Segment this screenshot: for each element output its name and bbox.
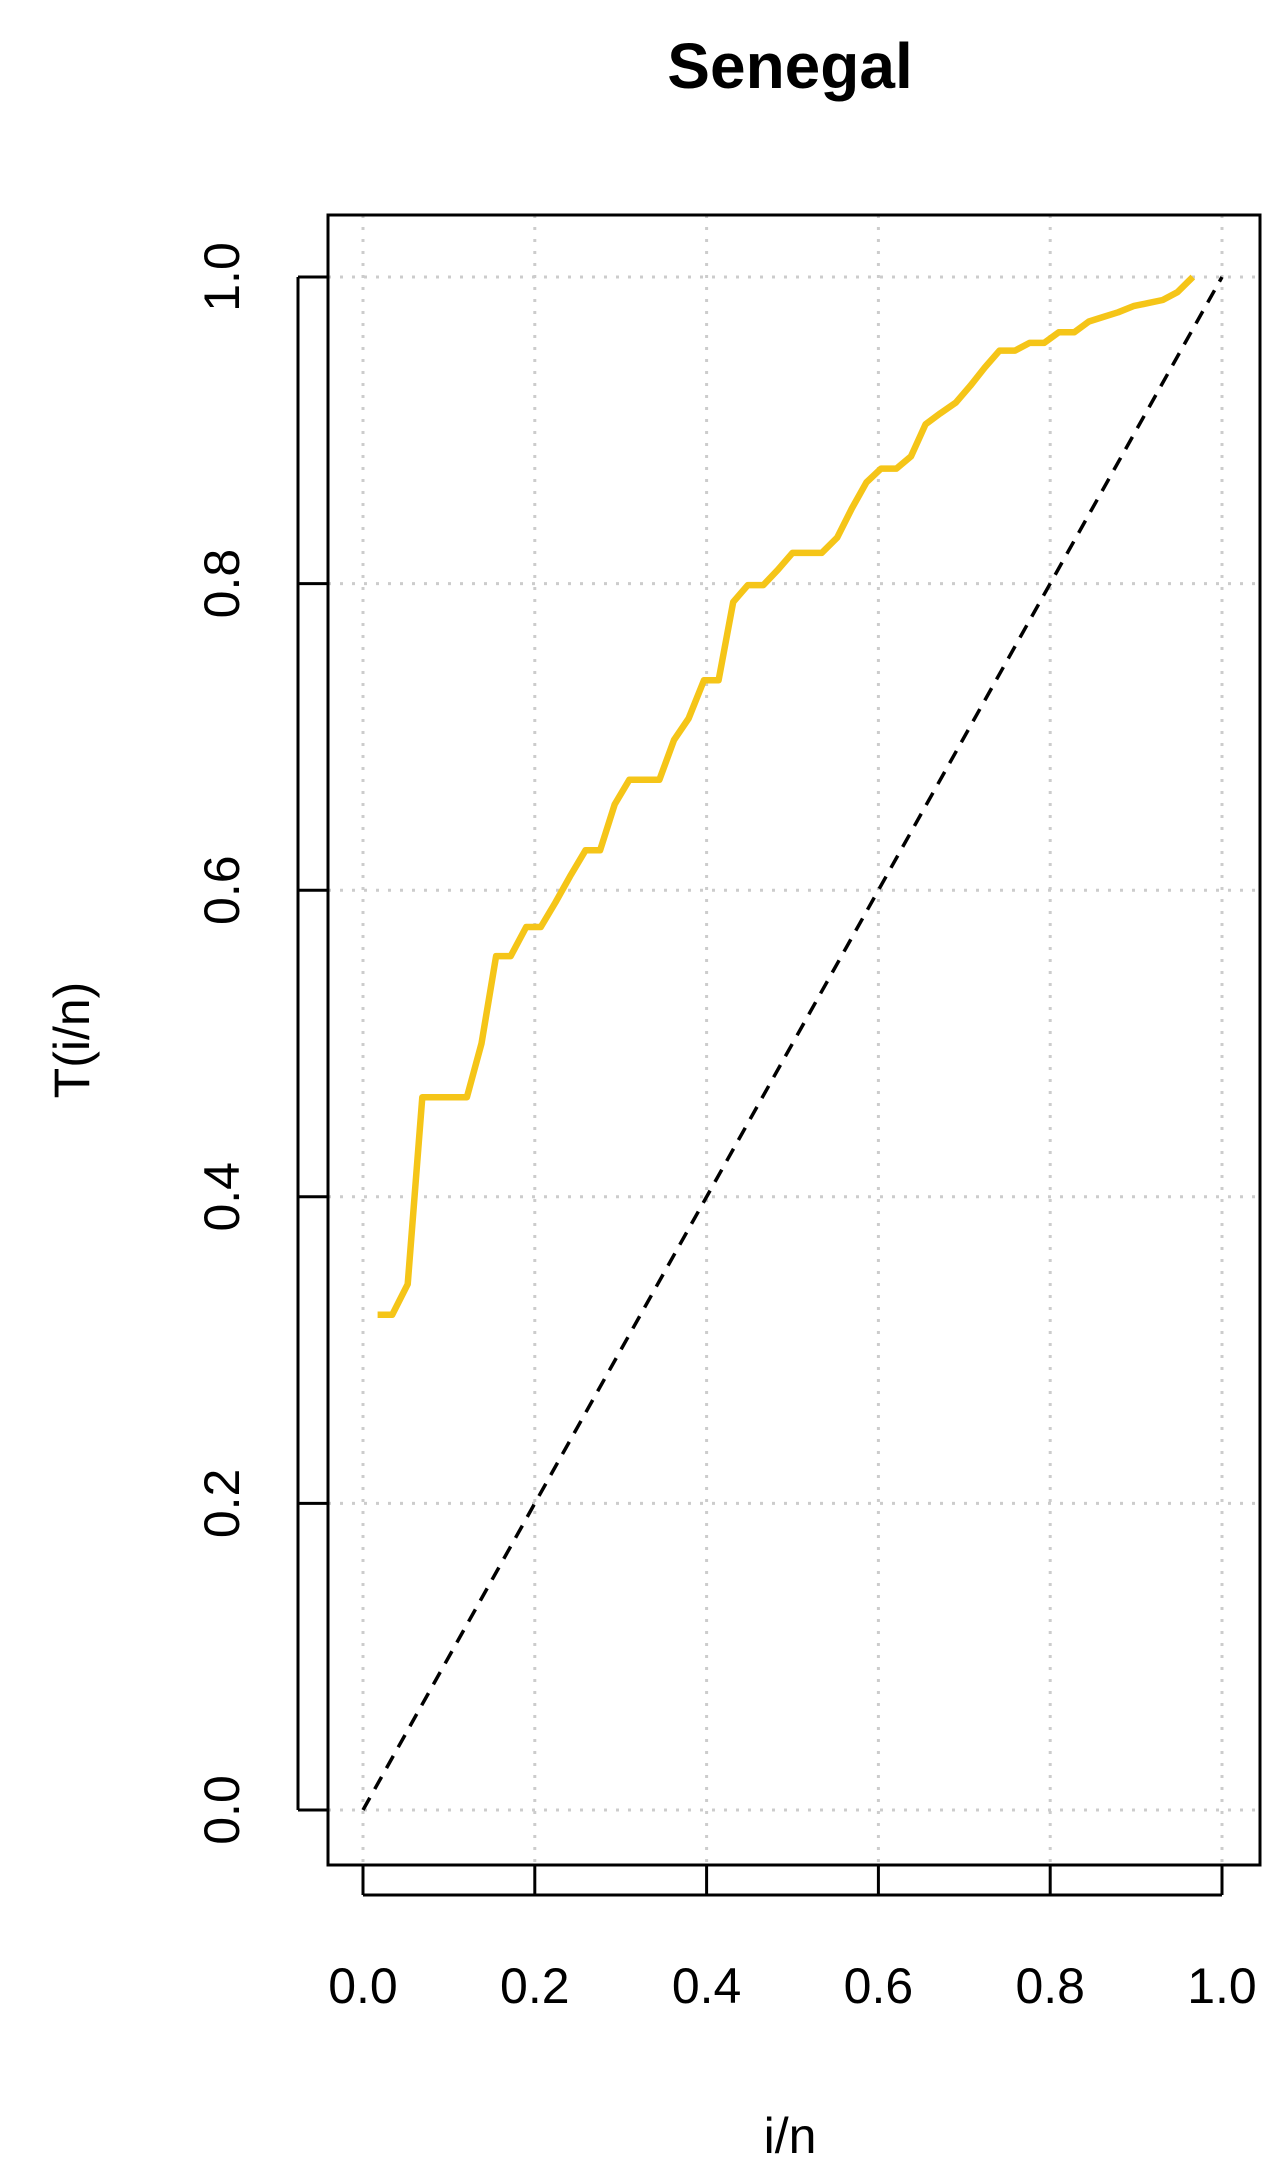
chart-title: Senegal [667, 30, 912, 102]
reference-diagonal-line [361, 276, 1224, 1811]
x-tick-label: 0.8 [1015, 1958, 1085, 2014]
grid [328, 215, 1260, 1865]
x-tick-label: 1.0 [1187, 1958, 1257, 2014]
x-tick-label: 0.0 [328, 1958, 398, 2014]
plot-frame [326, 213, 1262, 1867]
y-axis: 0.0 0.2 0.4 0.6 0.8 1.0 [194, 242, 328, 1845]
x-tick-label: 0.6 [844, 1958, 914, 2014]
x-axis: 0.0 0.2 0.4 0.6 0.8 1.0 [328, 1865, 1257, 2014]
y-tick-label: 0.4 [194, 1162, 250, 1232]
y-tick-label: 0.0 [194, 1775, 250, 1845]
y-tick-label: 1.0 [194, 242, 250, 312]
x-tick-label: 0.4 [672, 1958, 742, 2014]
y-axis-label: T(i/n) [44, 982, 100, 1099]
y-tick-label: 0.2 [194, 1469, 250, 1539]
curve-series-line [377, 274, 1196, 1319]
series-layer [361, 274, 1224, 1811]
y-tick-label: 0.8 [194, 549, 250, 619]
x-tick-label: 0.2 [500, 1958, 570, 2014]
y-tick-label: 0.6 [194, 855, 250, 925]
x-axis-label: i/n [764, 2108, 817, 2164]
